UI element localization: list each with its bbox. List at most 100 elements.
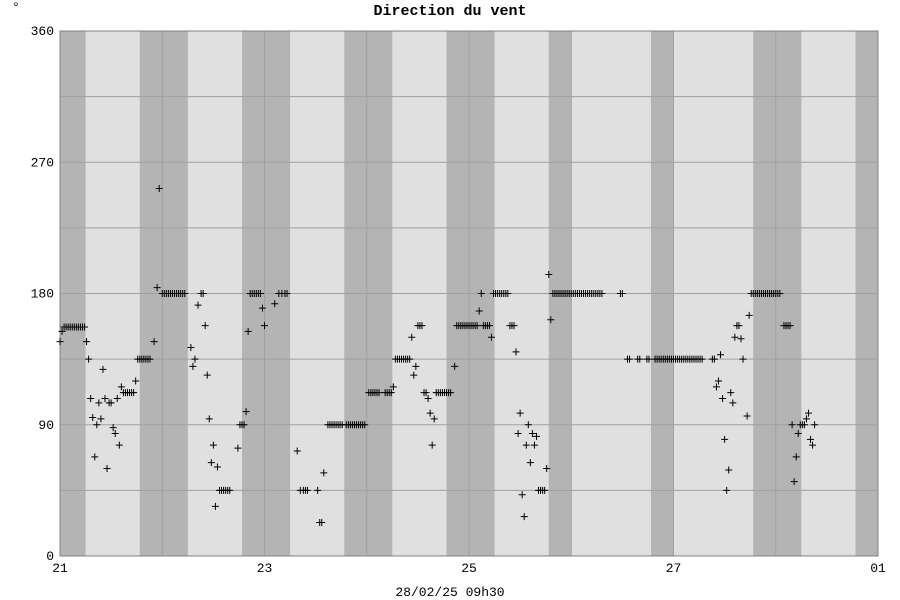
y-tick-label: 270 [31,155,54,170]
data-point [598,290,606,297]
data-point [451,362,459,370]
data-point [518,491,526,499]
data-point [91,453,99,461]
data-point [743,412,751,420]
data-point [717,351,725,359]
data-point [710,355,718,363]
data-point [56,338,64,346]
data-point [786,322,794,330]
data-point [93,421,101,429]
data-point [735,322,743,330]
data-point [83,338,91,346]
data-point [99,365,107,373]
data-point [410,371,418,379]
data-point [244,327,252,335]
data-point [85,355,93,363]
data-point [226,486,234,494]
data-point [406,355,414,363]
x-tick-label: 21 [52,561,68,576]
data-point [320,469,328,477]
data-point [473,322,481,330]
data-point [723,486,731,494]
data-point [514,430,522,437]
data-point [528,430,536,437]
data-point [618,290,626,297]
plot-frame [59,30,879,557]
data-point [510,322,518,330]
data-point [211,502,219,510]
data-point [194,301,202,309]
data-point [636,355,644,363]
data-point [117,383,125,391]
data-point [201,322,209,330]
data-point [721,435,729,443]
data-point [543,465,551,472]
timestamp-footer: 28/02/25 09h30 [395,585,504,600]
data-point [477,290,485,297]
data-point [213,463,221,471]
data-point [809,441,817,449]
data-point [541,486,549,494]
data-point [153,284,161,292]
data-point [314,486,322,494]
data-point [504,290,512,297]
data-point [408,333,416,341]
data-point [731,333,739,341]
data-point [101,395,109,402]
data-point [58,327,66,335]
data-point [361,421,369,429]
data-point [745,311,753,319]
data-point [109,424,117,432]
data-point [512,348,520,356]
data-point [447,389,455,397]
data-point [256,290,264,297]
data-point [205,415,213,423]
data-point [800,421,808,429]
data-point [426,409,434,417]
data-point [242,408,250,416]
data-point [811,421,819,429]
x-tick-label: 27 [666,561,682,576]
x-axis-ticks: 21 23 25 27 01 [52,561,886,576]
data-point [318,518,326,526]
data-point [283,290,291,297]
data-point [258,304,266,312]
data-point [428,441,436,449]
data-point [516,409,524,417]
data-point [375,389,383,397]
data-point [240,421,248,429]
data-point [115,441,123,449]
data-point [794,430,802,437]
x-tick-label: 25 [461,561,477,576]
data-point [111,430,119,437]
data-point [520,513,528,521]
data-point [522,441,530,449]
data-point [181,290,189,297]
data-point [130,389,138,397]
data-point [132,377,140,385]
y-tick-label: 360 [31,24,54,39]
unit-label: ° [12,0,20,15]
data-point [776,290,784,297]
data-point [485,322,493,330]
data-point [191,355,199,363]
data-point [430,415,438,423]
data-point [530,441,538,449]
data-point [790,478,798,486]
data-point [209,441,217,449]
data-point [547,316,555,324]
data-point [719,395,727,402]
data-point [804,409,812,417]
data-point [526,459,534,467]
data-point [89,413,97,421]
data-point [203,371,211,379]
data-points [56,185,819,526]
data-point [303,486,311,494]
chart-title: Direction du vent [373,3,526,20]
data-point [714,377,722,385]
data-point [422,389,430,397]
data-point [475,307,483,315]
data-point [727,389,735,397]
data-point [389,383,397,391]
